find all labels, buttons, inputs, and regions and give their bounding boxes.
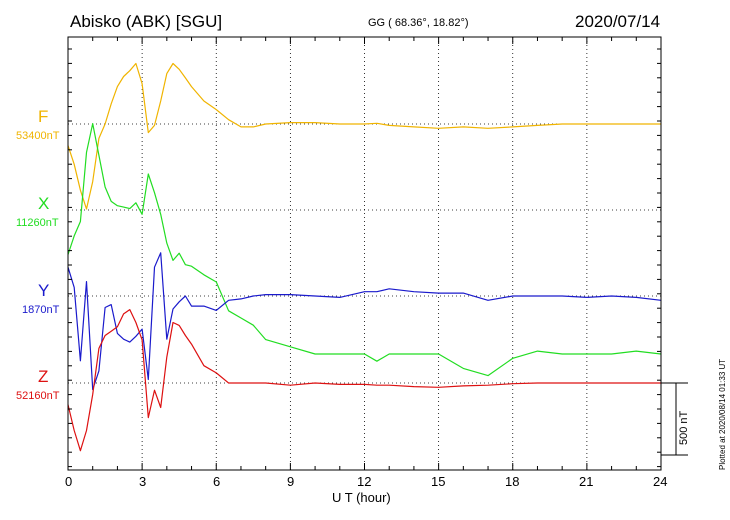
scale-bar [661,382,688,456]
component-label-x: X [38,194,50,213]
axis-ticks [67,37,662,470]
component-label-f: F [38,107,49,126]
geographic-coordinates: GG ( 68.36°, 18.82°) [368,17,469,29]
component-label-y: Y [38,281,50,300]
series-line-z [67,309,661,452]
component-baseline-z: 52160nT [16,390,60,402]
x-tick-label-21: 21 [579,474,594,489]
x-tick-label-3: 3 [139,474,147,489]
x-tick-label-6: 6 [213,474,221,489]
date-label: 2020/07/14 [575,12,661,31]
series-layer [67,62,662,452]
component-label-z: Z [38,367,49,386]
series-line-x [67,122,662,377]
series-line-f [67,62,661,210]
component-baseline-f: 53400nT [16,130,60,142]
scale-bar-label: 500 nT [678,410,690,445]
plotted-timestamp: Plotted at 2020/08/14 01:33 UT [718,358,727,470]
component-baseline-y: 1870nT [22,304,60,316]
x-tick-label-15: 15 [431,474,446,489]
x-tick-label-9: 9 [287,474,295,489]
component-baseline-x: 11260nT [16,217,59,229]
x-axis-label: U T (hour) [332,490,391,505]
x-tick-label-0: 0 [65,474,73,489]
series-line-y [67,252,662,391]
grid-lines [68,37,661,470]
x-tick-label-18: 18 [505,474,520,489]
x-tick-label-12: 12 [357,474,372,489]
station-title: Abisko (ABK) [SGU] [70,12,223,31]
x-tick-label-24: 24 [653,474,668,489]
